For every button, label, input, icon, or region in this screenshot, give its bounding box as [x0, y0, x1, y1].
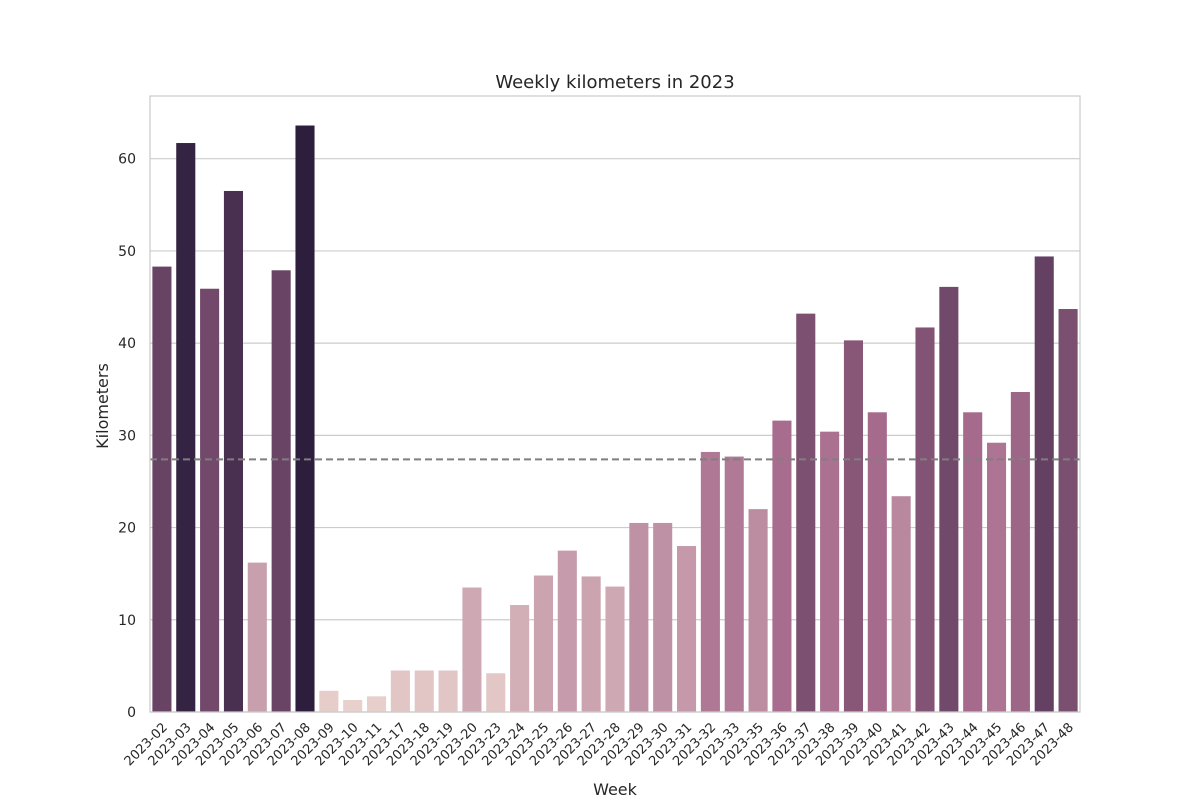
- chart-title: Weekly kilometers in 2023: [495, 72, 734, 93]
- bar: [867, 412, 887, 712]
- bar: [533, 575, 553, 712]
- bar: [748, 509, 768, 712]
- bar: [176, 143, 196, 713]
- x-axis-label: Week: [593, 780, 638, 799]
- bar: [1058, 309, 1078, 712]
- y-tick-label: 0: [127, 705, 136, 721]
- bar: [653, 522, 673, 712]
- bar: [367, 696, 387, 712]
- bar: [438, 670, 458, 712]
- y-tick-label: 60: [118, 152, 136, 168]
- bar: [1010, 392, 1030, 712]
- bar: [486, 673, 506, 712]
- bar: [700, 451, 720, 712]
- bar: [772, 420, 792, 712]
- y-tick-labels: 0 10 20 30 40 50 60: [118, 152, 136, 721]
- bar: [1034, 256, 1054, 712]
- bar: [557, 550, 577, 712]
- bar: [581, 576, 601, 712]
- bar: [843, 340, 863, 712]
- bar: [677, 546, 697, 712]
- bar: [510, 605, 530, 712]
- bar: [271, 270, 291, 712]
- bar: [629, 522, 649, 712]
- bar: [295, 125, 315, 713]
- x-tick-labels: 2023-022023-032023-042023-052023-062023-…: [122, 720, 1077, 769]
- bar: [414, 670, 434, 712]
- bar: [915, 327, 935, 712]
- y-tick-label: 10: [118, 613, 136, 629]
- bar: [390, 670, 410, 712]
- bar: [891, 496, 911, 712]
- bar: [724, 456, 744, 712]
- bar: [343, 700, 363, 712]
- y-tick-label: 50: [118, 244, 136, 260]
- bar: [820, 431, 840, 712]
- y-tick-label: 20: [118, 521, 136, 537]
- bar: [605, 586, 625, 712]
- bar: [319, 690, 339, 712]
- bar: [987, 442, 1007, 712]
- bar: [963, 412, 983, 712]
- bar: [223, 190, 243, 712]
- bar: [462, 587, 482, 712]
- bar: [200, 288, 220, 712]
- bar: [247, 562, 267, 712]
- bars: [152, 125, 1078, 713]
- y-axis-label: Kilometers: [93, 363, 112, 449]
- bar: [796, 313, 816, 712]
- y-tick-label: 30: [118, 428, 136, 444]
- plot-frame: [149, 95, 1081, 713]
- bar: [939, 286, 959, 712]
- y-tick-label: 40: [118, 336, 136, 352]
- bar: [152, 266, 172, 712]
